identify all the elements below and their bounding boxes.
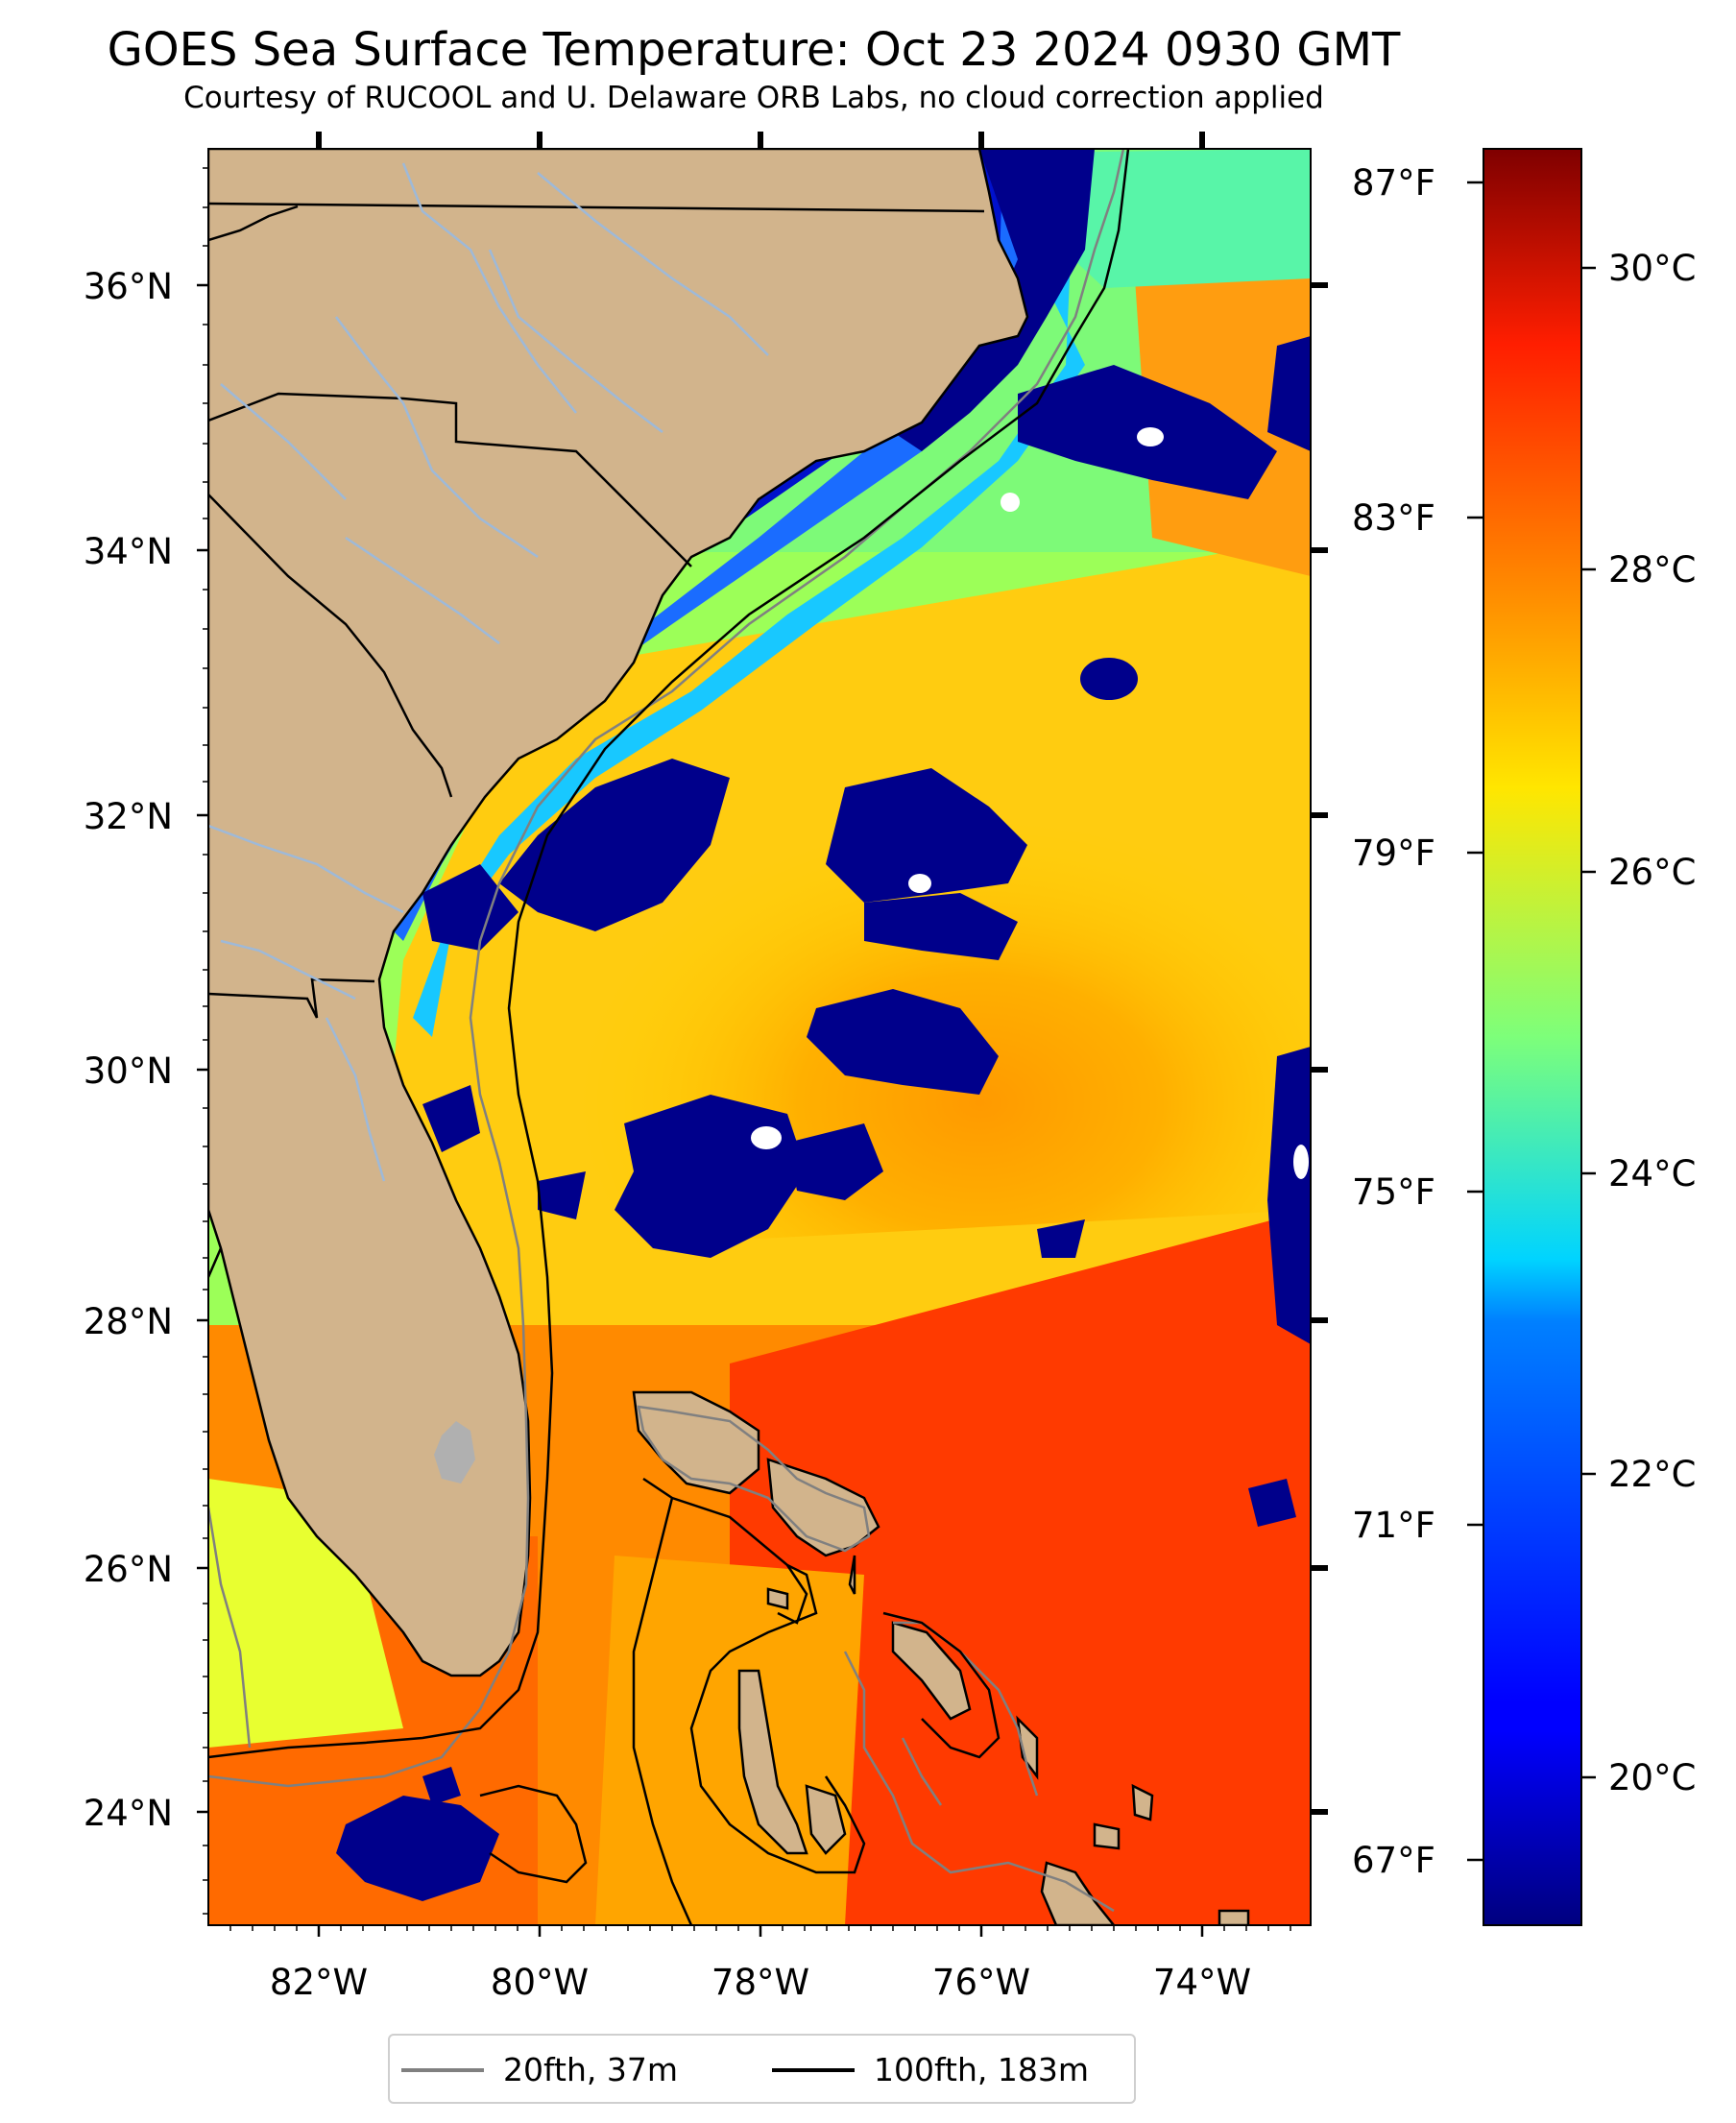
lat-label-32: 32°N	[84, 796, 173, 837]
lat-label-36: 36°N	[84, 266, 173, 307]
legend-label-20fth: 20fth, 37m	[503, 2051, 678, 2088]
colorbar	[1483, 148, 1582, 1926]
c-label-30: 30°C	[1608, 248, 1696, 289]
lon-label-78: 78°W	[711, 1962, 809, 2003]
c-label-28: 28°C	[1608, 549, 1696, 591]
f-label-67: 67°F	[1352, 1840, 1435, 1881]
lon-label-74: 74°W	[1153, 1962, 1251, 2003]
legend-item-100fth: 100fth, 183m	[772, 2051, 1089, 2088]
map-title: GOES Sea Surface Temperature: Oct 23 202…	[107, 23, 1401, 77]
lat-label-34: 34°N	[84, 531, 173, 572]
fahrenheit-labels: 87°F 83°F 79°F 75°F 71°F 67°F	[1352, 162, 1435, 1881]
colorbar-ticks	[1581, 266, 1596, 1779]
sst-map	[208, 149, 1311, 1925]
lon-label-80: 80°W	[491, 1962, 589, 2003]
f-label-79: 79°F	[1352, 832, 1435, 874]
legend-swatch-black	[772, 2067, 855, 2072]
map-subtitle: Courtesy of RUCOOL and U. Delaware ORB L…	[183, 81, 1324, 115]
fahrenheit-ticks	[1467, 181, 1483, 1862]
f-label-87: 87°F	[1352, 162, 1435, 204]
lat-ticks	[197, 282, 1328, 1815]
colorbar-labels: 30°C 28°C 26°C 24°C 22°C 20°C	[1608, 248, 1696, 1798]
contour-100fth	[208, 149, 1130, 1925]
c-label-26: 26°C	[1608, 852, 1696, 893]
legend-label-100fth: 100fth, 183m	[874, 2051, 1089, 2088]
f-label-71: 71°F	[1352, 1505, 1435, 1546]
lon-minor-ticks	[229, 1925, 1291, 1931]
f-label-83: 83°F	[1352, 497, 1435, 539]
lon-ticks	[316, 132, 1205, 1937]
lon-tick-labels: 82°W 80°W 78°W 76°W 74°W	[270, 1962, 1251, 2003]
lat-tick-labels: 36°N 34°N 32°N 30°N 28°N 26°N 24°N	[84, 266, 173, 1834]
contour-legend: 20fth, 37m 100fth, 183m	[388, 2034, 1136, 2104]
lat-label-26: 26°N	[84, 1549, 173, 1590]
f-label-75: 75°F	[1352, 1171, 1435, 1213]
c-label-24: 24°C	[1608, 1153, 1696, 1194]
legend-swatch-grey	[401, 2067, 484, 2072]
lat-minor-ticks	[203, 167, 208, 1915]
legend-item-20fth: 20fth, 37m	[401, 2051, 678, 2088]
lat-label-30: 30°N	[84, 1050, 173, 1092]
lat-label-28: 28°N	[84, 1301, 173, 1342]
lon-label-82: 82°W	[270, 1962, 368, 2003]
lat-label-24: 24°N	[84, 1793, 173, 1834]
c-label-22: 22°C	[1608, 1454, 1696, 1495]
c-label-20: 20°C	[1608, 1757, 1696, 1798]
lon-label-76: 76°W	[932, 1962, 1030, 2003]
